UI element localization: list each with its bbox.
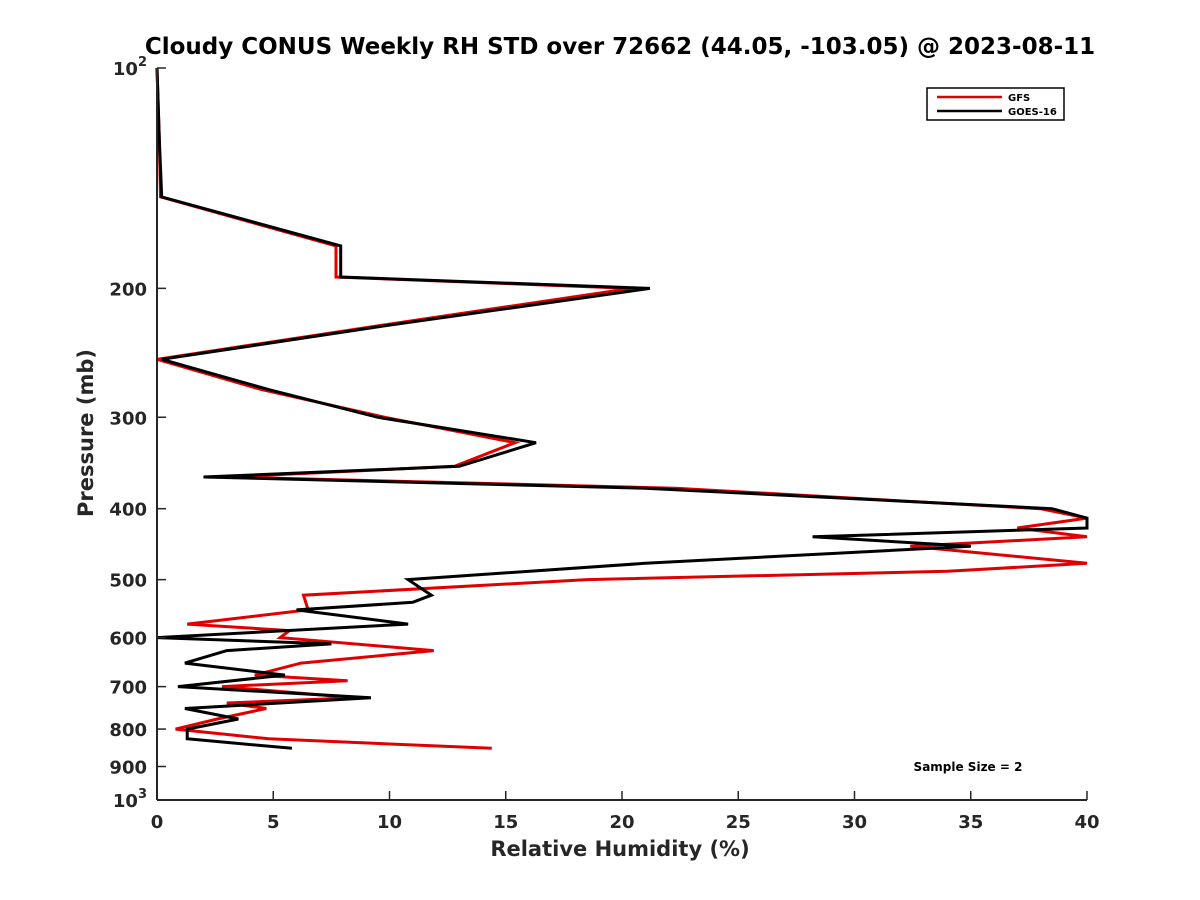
y-tick-label: 900	[109, 758, 147, 779]
y-tick-label: 300	[109, 408, 147, 429]
y-tick-label: 600	[109, 629, 147, 650]
plot-background	[157, 68, 1087, 800]
y-tick-label: 200	[109, 279, 147, 300]
y-tick-label: 102	[113, 55, 147, 80]
x-tick-label: 35	[958, 812, 983, 833]
x-tick-label: 0	[151, 812, 164, 833]
series-line-goes16	[155, 67, 1089, 750]
x-tick-label: 5	[267, 812, 280, 833]
y-tick-label: 500	[109, 571, 147, 592]
chart-title: Cloudy CONUS Weekly RH STD over 72662 (4…	[145, 34, 1095, 60]
x-ticks: 0 5 10 15 20 25 30 35 40	[151, 791, 1100, 833]
legend-label-goes16: GOES-16	[1008, 107, 1057, 118]
x-tick-label: 15	[493, 812, 518, 833]
y-tick-label: 700	[109, 678, 147, 699]
y-tick-label: 103	[113, 787, 147, 812]
sample-size-annotation: Sample Size = 2	[914, 760, 1023, 774]
x-tick-label: 10	[377, 812, 402, 833]
y-ticks: 102 200 300 400 500 600 700 800 900 103	[109, 55, 166, 812]
legend-box	[926, 87, 1065, 121]
y-tick-label: 800	[109, 720, 147, 741]
y-tick-label: 400	[109, 500, 147, 521]
legend: GFS GOES-16	[926, 87, 1065, 121]
x-tick-label: 25	[726, 812, 751, 833]
series-lines	[155, 67, 1089, 750]
x-tick-label: 40	[1074, 812, 1099, 833]
x-tick-label: 30	[842, 812, 867, 833]
x-axis-label: Relative Humidity (%)	[490, 837, 749, 861]
y-axis-label: Pressure (mb)	[74, 349, 98, 517]
legend-label-gfs: GFS	[1008, 93, 1030, 104]
x-tick-label: 20	[609, 812, 634, 833]
